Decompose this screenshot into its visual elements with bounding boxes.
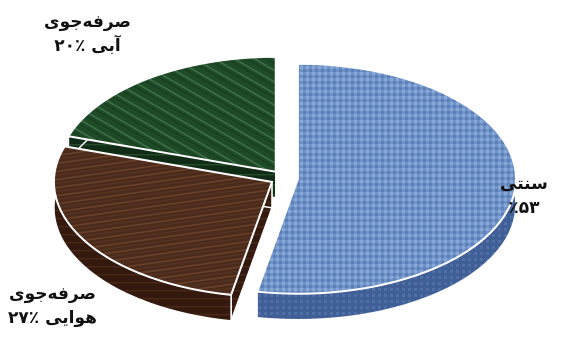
- slice-name-line1: صرفه‌جوی: [9, 284, 96, 304]
- slice-air-saving: [52, 143, 274, 322]
- slice-name-line2-value: هوایی ٪۲۷: [8, 306, 97, 330]
- slice-name-line1: صرفه‌جوی: [44, 12, 131, 32]
- slice-value: ٪۵۳: [508, 198, 540, 218]
- slice-value: ٪۲۰: [54, 36, 86, 56]
- slice-label-traditional: سنتی ٪۵۳: [500, 172, 548, 220]
- slice-name-line2: هوایی: [45, 308, 97, 328]
- slice-label-air-saving: صرفه‌جوی هوایی ٪۲۷: [8, 282, 97, 330]
- slice-value: ٪۲۷: [8, 308, 40, 328]
- slice-name-line2-value: آبی ٪۲۰: [44, 34, 131, 58]
- slice-top-face: [255, 62, 517, 295]
- slice-name: سنتی: [500, 174, 548, 194]
- slice-name-line2: آبی: [91, 36, 121, 56]
- slice-top-face: [52, 145, 274, 296]
- slice-top-face: [66, 55, 277, 173]
- slice-label-water-saving: صرفه‌جوی آبی ٪۲۰: [44, 10, 131, 58]
- slice-traditional: [255, 62, 517, 321]
